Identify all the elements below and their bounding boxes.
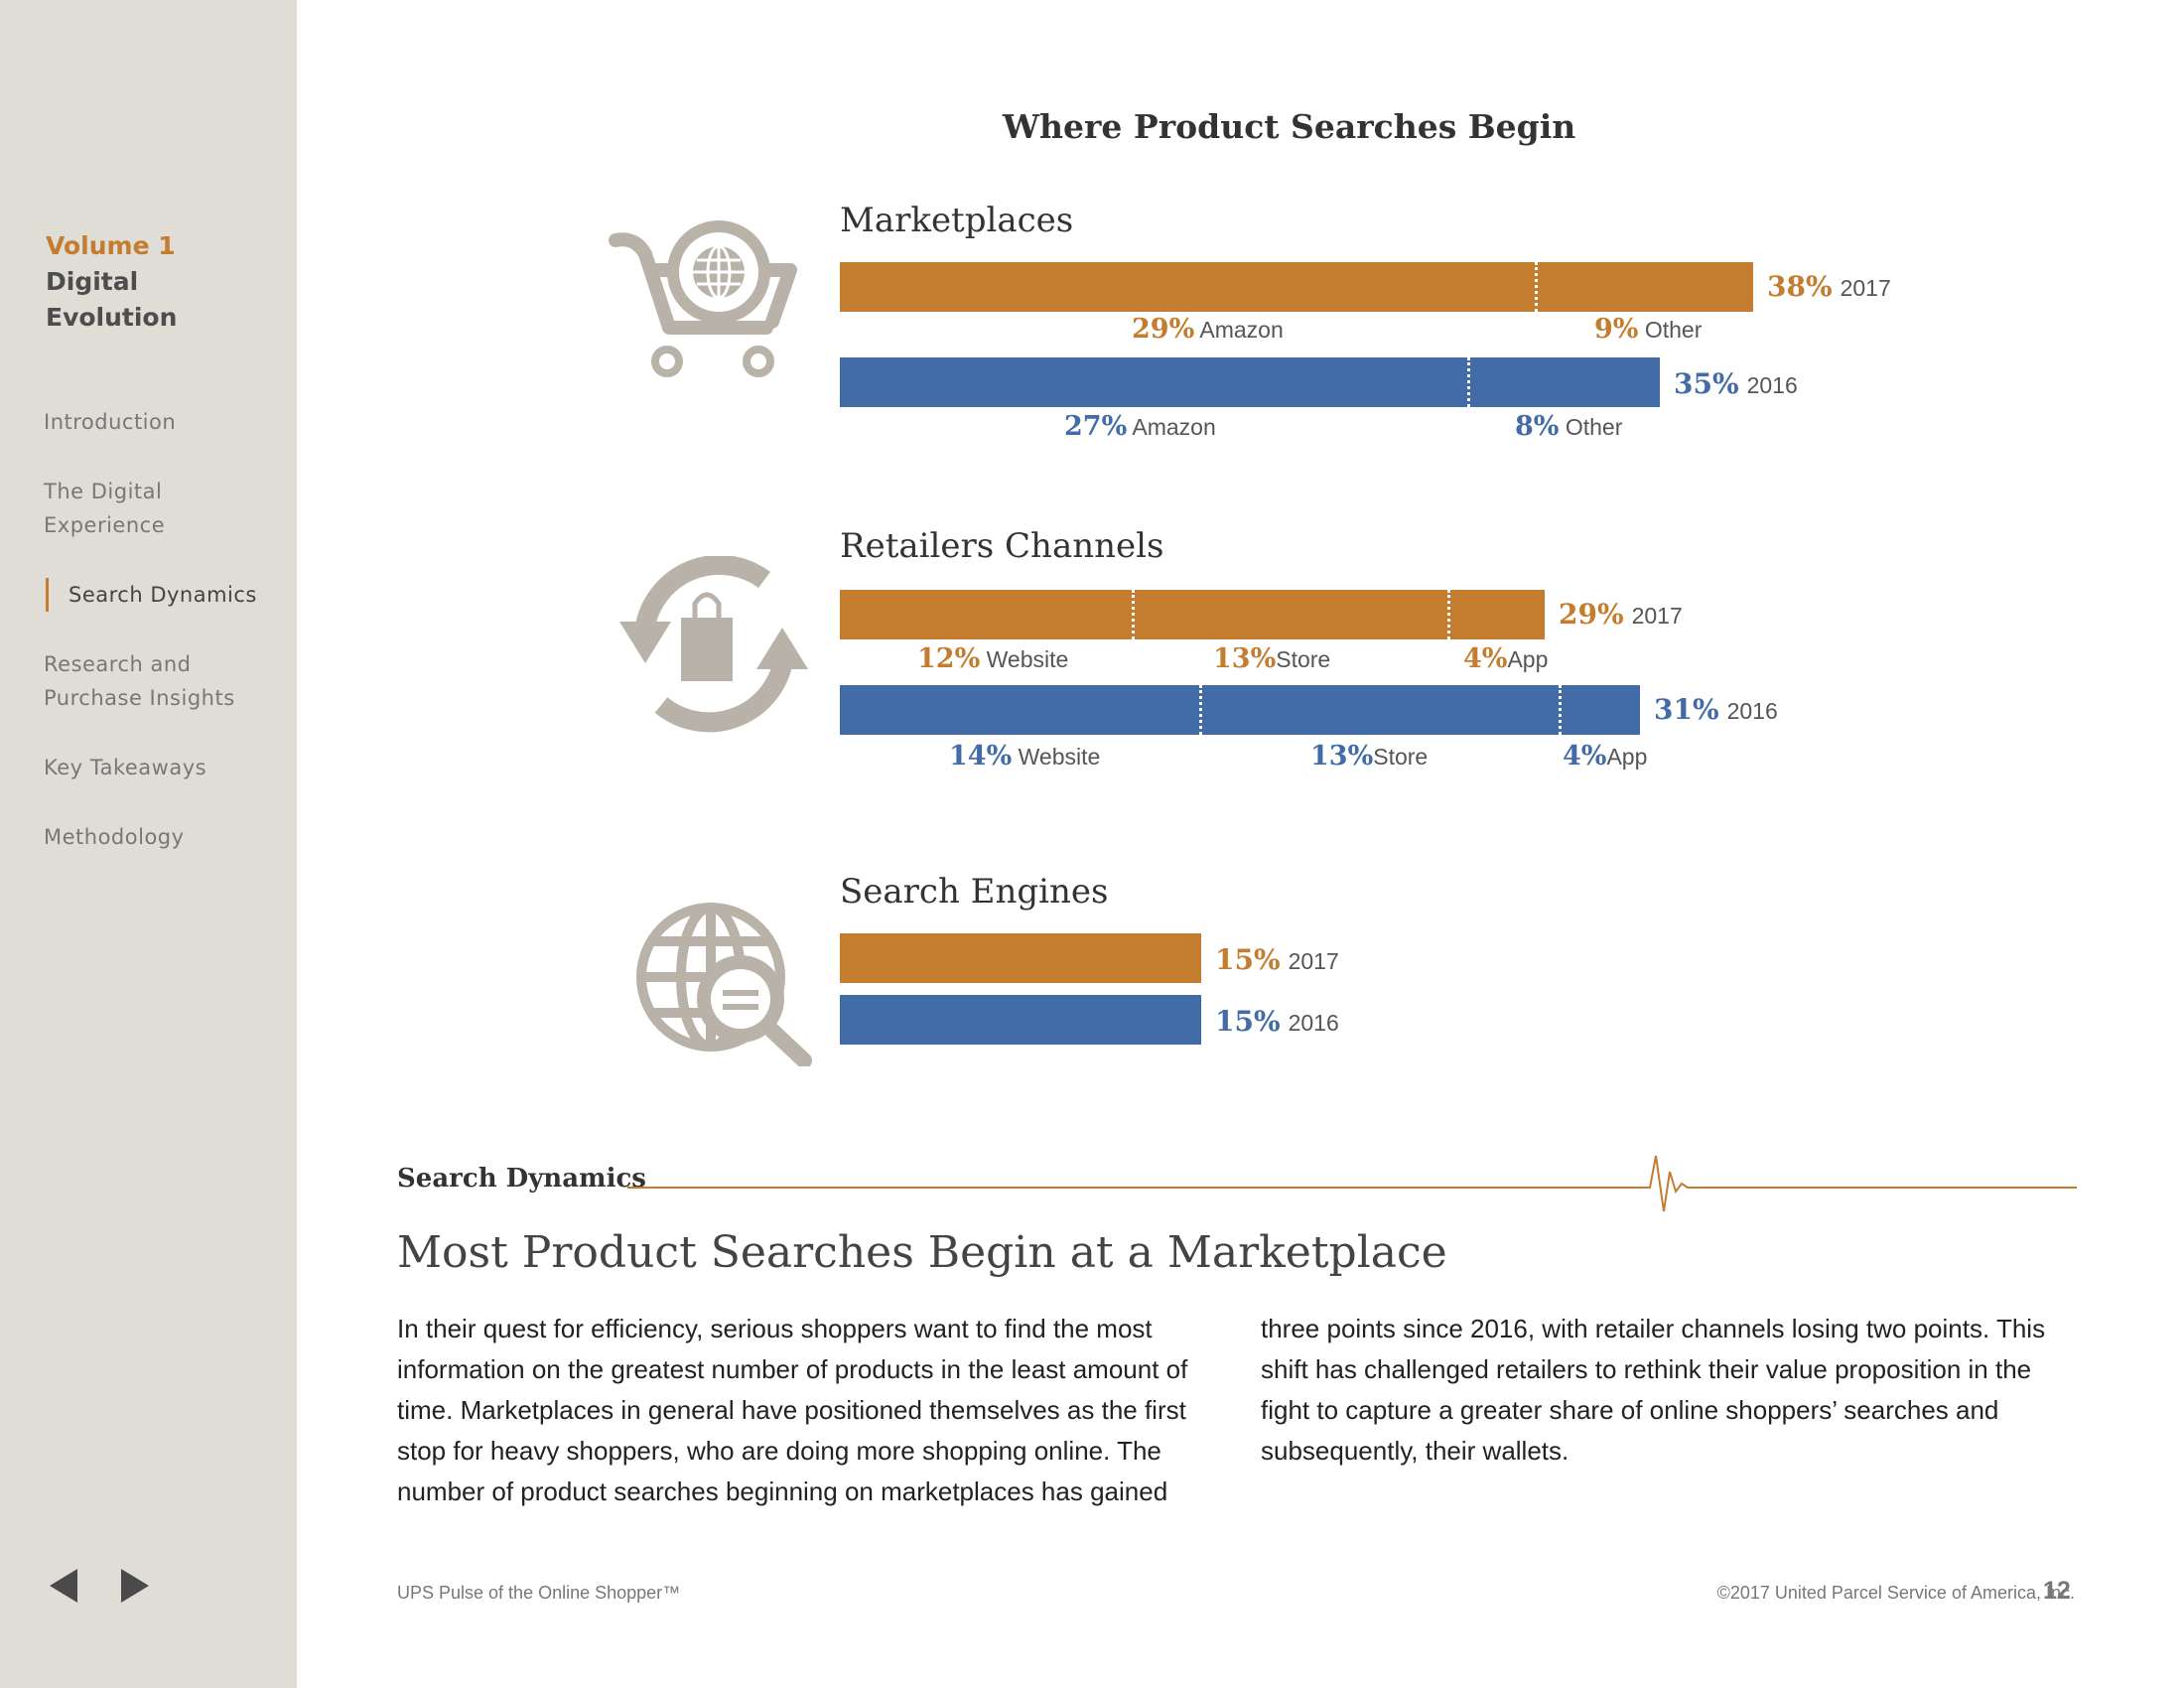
bar-divider (1559, 685, 1562, 735)
bar-divider (1447, 590, 1450, 639)
section-title-search-engines: Search Engines (840, 872, 1109, 912)
segment-label: 13%Store (1213, 643, 1331, 674)
volume-label: Volume 1 (46, 231, 176, 260)
total-retailers-2016: 31% 2016 (1654, 693, 1778, 726)
bar-divider (1199, 685, 1202, 735)
next-page-icon[interactable] (121, 1569, 150, 1603)
bar-divider (1535, 262, 1538, 312)
total-search-engines-2017: 15% 2017 (1215, 943, 1339, 976)
sidebar-item-label: Methodology (44, 825, 185, 849)
sidebar-item-label: Experience (44, 513, 166, 537)
shopping-bag-refresh-icon (619, 556, 808, 733)
bar-marketplaces-2016 (840, 357, 1660, 407)
sidebar-item-label: Search Dynamics (68, 583, 257, 607)
sidebar-item-search-dynamics[interactable]: Search Dynamics (46, 578, 282, 612)
segment-label: 8% Other (1515, 411, 1623, 442)
shopping-cart-globe-icon (609, 220, 797, 377)
sidebar-item-methodology[interactable]: Methodology (44, 820, 282, 854)
volume-title-line2: Evolution (46, 303, 178, 332)
page-number: 12 (2043, 1577, 2071, 1605)
total-marketplaces-2017: 38% 2017 (1767, 270, 1891, 303)
page-heading: Most Product Searches Begin at a Marketp… (397, 1227, 1447, 1278)
segment-label: 12% Website (917, 643, 1069, 674)
segment-label: 29% Amazon (1132, 314, 1284, 345)
bar-retailers-2017 (840, 590, 1545, 639)
total-retailers-2017: 29% 2017 (1559, 598, 1683, 631)
sidebar-item-introduction[interactable]: Introduction (44, 405, 282, 439)
sidebar-item-key-takeaways[interactable]: Key Takeaways (44, 751, 282, 784)
body-text-left: In their quest for efficiency, serious s… (397, 1314, 1188, 1506)
footer-copyright: ©2017 United Parcel Service of America, … (1716, 1583, 2075, 1603)
bar-retailers-2016 (840, 685, 1640, 735)
bar-search-engines-2016 (840, 995, 1201, 1045)
segment-label: 4%App (1563, 741, 1648, 772)
bar-search-engines-2017 (840, 933, 1201, 983)
footer-publication: UPS Pulse of the Online Shopper™ (397, 1583, 681, 1603)
segment-label: 14% Website (949, 741, 1101, 772)
sidebar-item-label: Purchase Insights (44, 686, 235, 710)
sidebar: Volume 1 Digital Evolution Introduction … (0, 0, 297, 1688)
volume-title-line1: Digital (46, 267, 139, 296)
sidebar-item-label: The Digital (44, 480, 163, 503)
section-title-retailers: Retailers Channels (840, 526, 1164, 566)
segment-label: 9% Other (1594, 314, 1703, 345)
segment-label: 27% Amazon (1064, 411, 1216, 442)
chart-title: Where Product Searches Begin (1003, 107, 1576, 146)
sidebar-item-research-purchase-insights[interactable]: Research and Purchase Insights (44, 647, 282, 715)
sidebar-item-label: Introduction (44, 410, 177, 434)
bar-divider (1132, 590, 1135, 639)
body-text-right: three points since 2016, with retailer c… (1261, 1314, 2046, 1466)
sidebar-item-label: Research and (44, 652, 192, 676)
globe-search-icon (636, 903, 812, 1066)
segment-label: 4%App (1463, 643, 1549, 674)
volume-title: Volume 1 Digital Evolution (46, 228, 177, 336)
bar-divider (1467, 357, 1470, 407)
sidebar-item-digital-experience[interactable]: The Digital Experience (44, 475, 282, 542)
sidebar-item-label: Key Takeaways (44, 756, 207, 779)
bar-marketplaces-2017 (840, 262, 1753, 312)
pulse-line-icon (627, 1155, 2077, 1212)
section-title-marketplaces: Marketplaces (840, 201, 1074, 240)
total-search-engines-2016: 15% 2016 (1215, 1005, 1339, 1038)
total-marketplaces-2016: 35% 2016 (1674, 367, 1798, 400)
page-nav-arrows (50, 1569, 150, 1608)
segment-label: 13%Store (1310, 741, 1429, 772)
prev-page-icon[interactable] (50, 1569, 77, 1603)
section-label: Search Dynamics (397, 1164, 646, 1194)
sidebar-nav: Introduction The Digital Experience Sear… (44, 405, 282, 890)
